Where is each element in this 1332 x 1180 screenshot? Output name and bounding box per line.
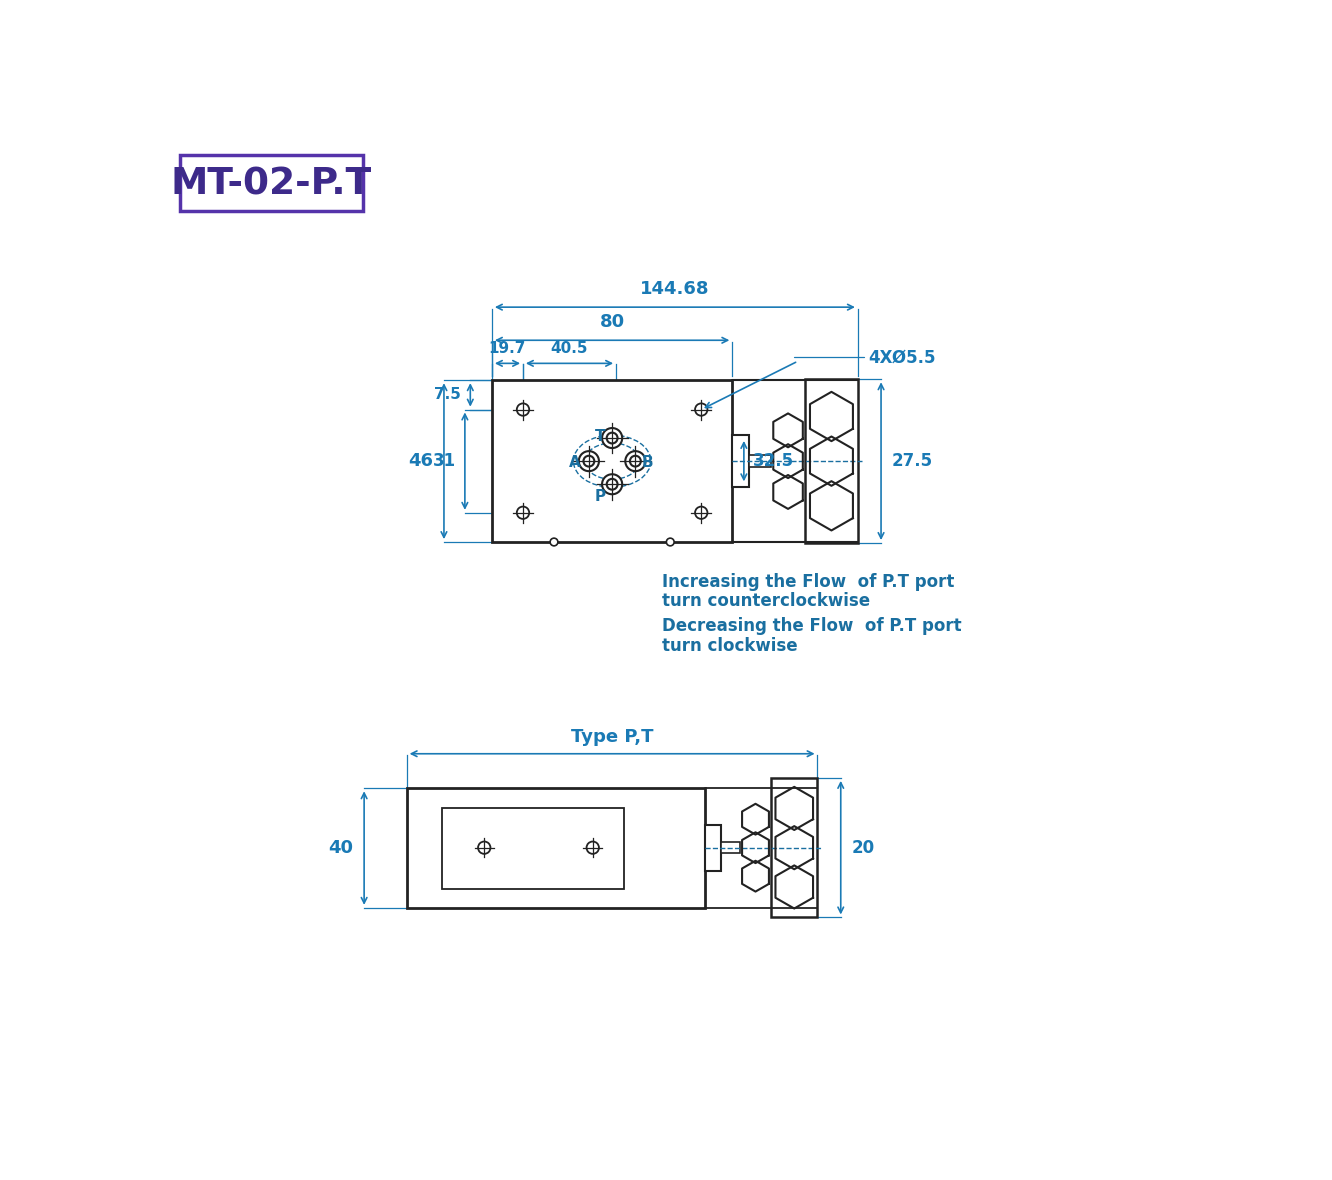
Text: B: B (641, 455, 653, 470)
Text: 40: 40 (328, 839, 353, 857)
Circle shape (695, 404, 707, 415)
Text: 20: 20 (851, 839, 875, 857)
Text: T: T (594, 430, 605, 444)
Bar (771, 778, 818, 917)
Polygon shape (775, 865, 813, 909)
Circle shape (478, 841, 490, 854)
Text: 46: 46 (408, 452, 433, 470)
Bar (492, 380, 733, 542)
Polygon shape (810, 437, 852, 486)
Polygon shape (742, 804, 769, 834)
Polygon shape (774, 444, 803, 478)
Text: turn clockwise: turn clockwise (662, 637, 798, 655)
Bar (406, 788, 705, 907)
Polygon shape (742, 832, 769, 863)
Polygon shape (774, 413, 803, 447)
Circle shape (517, 404, 529, 415)
Circle shape (602, 474, 622, 494)
Bar (180, 156, 362, 211)
Text: Type P,T: Type P,T (571, 728, 654, 746)
Circle shape (625, 451, 646, 471)
Circle shape (550, 538, 558, 546)
Text: Increasing the Flow  of P.T port: Increasing the Flow of P.T port (662, 572, 955, 591)
Text: P: P (595, 489, 606, 504)
Circle shape (583, 455, 594, 466)
Text: 27.5: 27.5 (892, 452, 932, 470)
Text: 80: 80 (599, 313, 625, 332)
Text: 144.68: 144.68 (641, 280, 710, 297)
Bar (721, 843, 741, 853)
Circle shape (666, 538, 674, 546)
Circle shape (695, 506, 707, 519)
Text: A: A (569, 455, 581, 470)
Bar (805, 380, 858, 543)
Text: 19.7: 19.7 (489, 341, 526, 355)
Circle shape (579, 451, 599, 471)
Text: 40.5: 40.5 (550, 341, 589, 355)
Bar (442, 807, 623, 889)
Circle shape (602, 428, 622, 448)
Polygon shape (775, 826, 813, 870)
Text: 4XØ5.5: 4XØ5.5 (868, 348, 935, 366)
Polygon shape (810, 481, 852, 531)
Circle shape (606, 479, 618, 490)
Text: Decreasing the Flow  of P.T port: Decreasing the Flow of P.T port (662, 617, 962, 636)
Polygon shape (810, 392, 852, 441)
Circle shape (517, 506, 529, 519)
Polygon shape (775, 787, 813, 830)
Circle shape (630, 455, 641, 466)
Bar (705, 825, 721, 871)
Circle shape (606, 433, 618, 444)
Bar (733, 435, 750, 487)
Text: turn counterclockwise: turn counterclockwise (662, 592, 871, 610)
Text: 31: 31 (433, 452, 456, 470)
Polygon shape (774, 476, 803, 509)
Circle shape (586, 841, 599, 854)
Text: MT-02-P.T: MT-02-P.T (170, 166, 372, 203)
Bar (750, 455, 771, 467)
Text: 7.5: 7.5 (434, 387, 461, 402)
Polygon shape (742, 860, 769, 892)
Text: 32.5: 32.5 (753, 452, 794, 470)
